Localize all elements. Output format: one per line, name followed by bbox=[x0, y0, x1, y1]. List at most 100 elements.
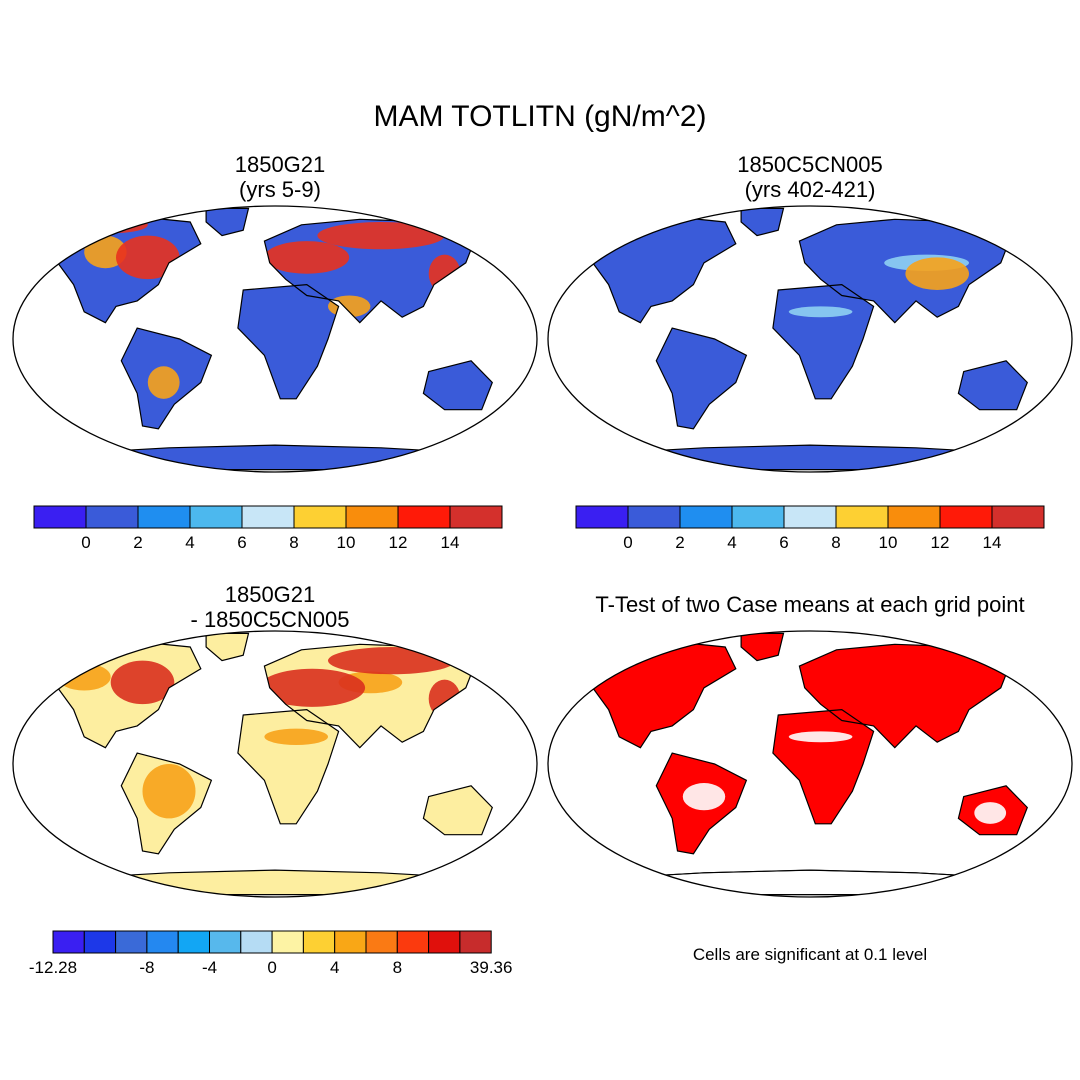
significance-note: Cells are significant at 0.1 level bbox=[692, 945, 928, 964]
colorbar-label: 12 bbox=[389, 533, 408, 552]
colorbar-label: 4 bbox=[185, 533, 194, 552]
map-panel-case2 bbox=[547, 205, 1073, 473]
colorbar-label: 6 bbox=[779, 533, 788, 552]
continent-south-america bbox=[656, 328, 747, 429]
colorbar-case2: 0 2 4 6 8 10 12 14 bbox=[575, 505, 1045, 552]
colorbar-label: 8 bbox=[393, 958, 402, 977]
panel-4-title-line1: T-Test of two Case means at each grid po… bbox=[595, 592, 1025, 617]
coastline-africa bbox=[772, 283, 875, 400]
colorbar-swatch bbox=[365, 930, 398, 954]
coastline-greenland bbox=[205, 632, 250, 662]
coastline-south-america bbox=[120, 327, 213, 430]
panel-2-title-line1: 1850C5CN005 bbox=[737, 152, 883, 177]
colorbar-swatch bbox=[887, 505, 941, 529]
panel-4-title: T-Test of two Case means at each grid po… bbox=[545, 592, 1075, 617]
colorbar-swatch bbox=[397, 505, 451, 529]
coastline-australia bbox=[957, 785, 1028, 836]
colorbar-label: 8 bbox=[831, 533, 840, 552]
colorbar-label: 8 bbox=[289, 533, 298, 552]
coastline-australia bbox=[422, 360, 493, 411]
panel-3-title: 1850G21 - 1850C5CN005 bbox=[120, 582, 420, 632]
hot-region bbox=[84, 216, 148, 233]
colorbar-swatch bbox=[731, 505, 785, 529]
coastline-north-america bbox=[575, 215, 737, 324]
continent-greenland bbox=[741, 208, 784, 236]
colorbar-label: 14 bbox=[441, 533, 460, 552]
continent-greenland bbox=[741, 633, 784, 661]
colorbar-label: 0 bbox=[81, 533, 90, 552]
warm-region bbox=[142, 764, 196, 819]
colorbar-swatch bbox=[302, 930, 336, 954]
colorbar-swatch bbox=[271, 930, 304, 954]
colorbar-label: 12 bbox=[931, 533, 950, 552]
coastline-south-america bbox=[120, 752, 213, 855]
map-panel-ttest bbox=[547, 630, 1073, 898]
panel-3-title-line1: 1850G21 bbox=[224, 582, 316, 607]
colorbar-label: -12.28 bbox=[29, 958, 77, 977]
colorbar-swatch bbox=[137, 505, 191, 529]
warm-region bbox=[788, 306, 853, 318]
colorbar-swatch bbox=[459, 930, 492, 954]
coastline-south-america bbox=[655, 327, 748, 430]
colorbar-label: 0 bbox=[267, 958, 276, 977]
colorbar-label: 10 bbox=[337, 533, 356, 552]
hot-region bbox=[317, 222, 445, 250]
colorbar-label: 14 bbox=[983, 533, 1002, 552]
coastline-australia bbox=[957, 360, 1028, 411]
coastline-north-america bbox=[575, 640, 737, 749]
colorbar-swatch bbox=[575, 505, 629, 529]
colorbar-label: 4 bbox=[727, 533, 736, 552]
coastline-australia bbox=[422, 785, 493, 836]
colorbar-case1: 0 2 4 6 8 10 12 14 bbox=[33, 505, 503, 552]
colorbar-swatch bbox=[835, 505, 889, 529]
hot-region bbox=[116, 235, 180, 280]
colorbar-swatch bbox=[679, 505, 733, 529]
hot-region bbox=[259, 668, 366, 707]
warm-region bbox=[788, 731, 853, 743]
colorbar-swatch bbox=[396, 930, 430, 954]
colorbar-swatch bbox=[240, 930, 273, 954]
colorbar-swatch bbox=[177, 930, 210, 954]
colorbar-label: 39.36 bbox=[470, 958, 513, 977]
colorbar-swatch bbox=[83, 930, 117, 954]
warm-region bbox=[974, 802, 1007, 824]
coastline-north-america bbox=[40, 640, 202, 749]
colorbar-label: 10 bbox=[879, 533, 898, 552]
continent-australia bbox=[958, 360, 1028, 410]
panel-2-title: 1850C5CN005 (yrs 402-421) bbox=[660, 152, 960, 202]
continent-africa bbox=[237, 284, 339, 399]
warm-region bbox=[84, 235, 127, 269]
coastline-greenland bbox=[740, 207, 785, 237]
panel-1-title-line2: (yrs 5-9) bbox=[239, 177, 321, 202]
figure-title: MAM TOTLITN (gN/m^2) bbox=[373, 100, 707, 133]
colorbar-label: 2 bbox=[675, 533, 684, 552]
colorbar-label: 6 bbox=[237, 533, 246, 552]
warm-region bbox=[147, 366, 180, 399]
colorbar-swatch bbox=[627, 505, 681, 529]
colorbar-swatch bbox=[939, 505, 993, 529]
colorbar-label: -4 bbox=[202, 958, 217, 977]
hot-region bbox=[110, 660, 175, 705]
colorbar-swatch bbox=[241, 505, 295, 529]
map-panel-difference bbox=[12, 630, 538, 898]
warm-region bbox=[682, 783, 726, 811]
colorbar-swatch bbox=[52, 930, 85, 954]
colorbar-label: 0 bbox=[623, 533, 632, 552]
colorbar-label: 4 bbox=[330, 958, 339, 977]
coastline-north-america bbox=[40, 215, 202, 324]
hot-region bbox=[264, 241, 350, 274]
coastline-africa bbox=[237, 708, 340, 825]
colorbar-swatch bbox=[334, 930, 367, 954]
colorbar-swatch bbox=[209, 930, 242, 954]
continent-australia bbox=[423, 785, 493, 835]
continent-greenland bbox=[206, 208, 249, 236]
colorbar-label: 2 bbox=[133, 533, 142, 552]
colorbar-swatch bbox=[428, 930, 461, 954]
colorbar-swatch bbox=[189, 505, 243, 529]
map-border bbox=[12, 630, 538, 898]
coastline-africa bbox=[772, 708, 875, 825]
map-panel-case1 bbox=[12, 205, 538, 473]
colorbar-swatch bbox=[449, 505, 503, 529]
panel-2-title-line2: (yrs 402-421) bbox=[744, 177, 876, 202]
warm-region bbox=[264, 728, 328, 745]
